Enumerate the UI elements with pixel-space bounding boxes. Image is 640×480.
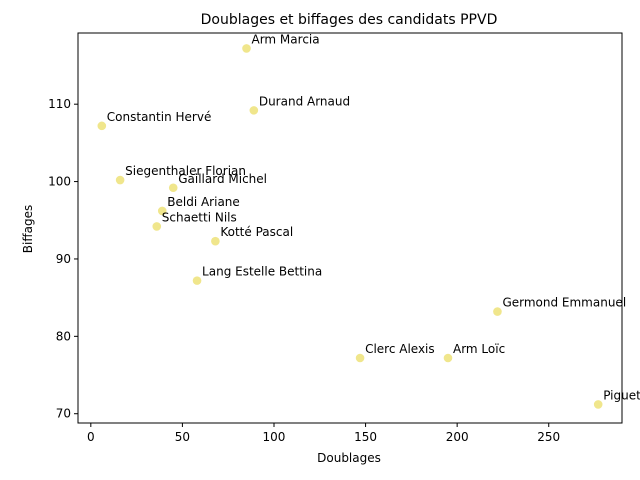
y-tick-label: 90: [56, 252, 71, 266]
plot-frame: [77, 32, 623, 424]
chart-title: Doublages et biffages des candidats PPVD: [201, 12, 498, 28]
point-label: Constantin Hervé: [107, 110, 212, 124]
data-point: [593, 400, 603, 409]
y-tick-label: 110: [48, 97, 71, 111]
data-point: [192, 276, 202, 285]
point-label: Lang Estelle Bettina: [202, 265, 322, 279]
data-points: [97, 44, 603, 409]
point-label: Siegenthaler Florian: [125, 164, 246, 178]
data-point: [242, 44, 251, 53]
y-axis: 70 80 90 100 110: [48, 97, 78, 421]
x-tick-label: 200: [446, 430, 469, 444]
point-label: Clerc Alexis: [365, 342, 435, 356]
data-point: [493, 307, 502, 316]
point-label: Gaillard Michel: [178, 172, 267, 186]
data-point: [152, 222, 162, 231]
data-point: [443, 353, 453, 363]
plot-area: 0 50 100 150 200 250 70 80 90 100 110 Arm Marcia D…: [48, 32, 640, 444]
data-point: [355, 353, 365, 363]
x-axis-label: Doublages: [317, 451, 381, 465]
point-label: Arm Marcia: [252, 32, 320, 46]
y-tick-label: 70: [56, 407, 71, 421]
point-label: Schaetti Nils: [162, 210, 237, 224]
y-tick-label: 80: [56, 329, 71, 343]
x-tick-label: 250: [537, 430, 560, 444]
point-label: Germond Emmanuel: [502, 296, 626, 310]
point-labels: Arm Marcia Durand Arnaud Constantin Hervé S…: [107, 32, 640, 402]
point-label: Kotté Pascal: [220, 225, 293, 239]
x-axis: 0 50 100 150 200 250: [87, 423, 560, 444]
x-tick-label: 100: [263, 430, 286, 444]
y-tick-label: 100: [48, 175, 71, 189]
data-point: [157, 206, 167, 216]
y-axis-label: Biffages: [21, 205, 35, 253]
data-point: [97, 121, 107, 131]
x-tick-label: 50: [175, 430, 190, 444]
x-tick-label: 150: [354, 430, 377, 444]
point-label: Piguet: [603, 388, 640, 402]
data-point: [211, 236, 220, 246]
point-label: Durand Arnaud: [259, 94, 350, 108]
data-point: [168, 183, 178, 193]
point-label: Arm Loïc: [453, 342, 505, 356]
data-point: [249, 106, 259, 115]
x-tick-label: 0: [87, 430, 95, 444]
data-point: [115, 175, 125, 185]
point-label: Beldi Ariane: [167, 195, 240, 209]
